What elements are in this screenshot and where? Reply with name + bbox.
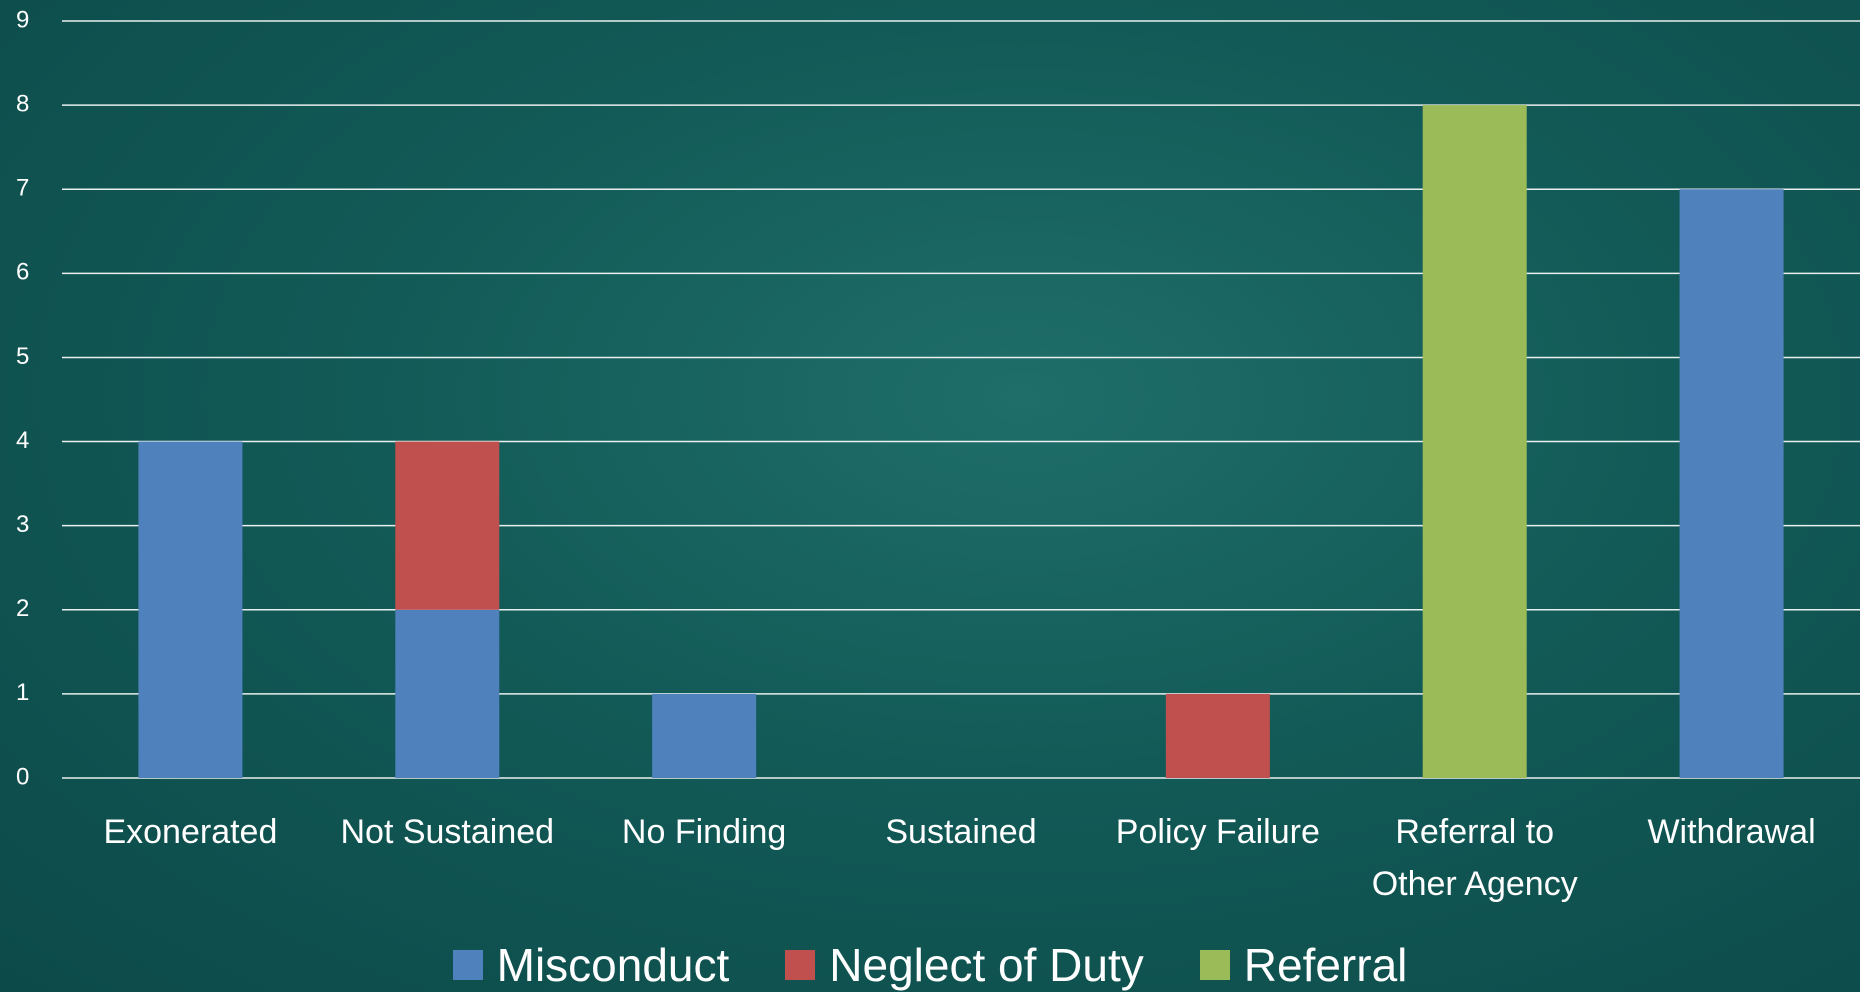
- y-tick-label: 8: [16, 90, 29, 117]
- x-tick-label: No Finding: [621, 813, 787, 851]
- legend-label: Misconduct: [496, 939, 730, 991]
- legend: Misconduct Neglect of Duty Referral: [0, 938, 1860, 992]
- legend-item: Referral: [1199, 938, 1408, 992]
- legend-label: Neglect of Duty: [829, 939, 1144, 991]
- legend-label: Referral: [1243, 939, 1408, 991]
- x-tick-label: Policy Failure: [1115, 813, 1320, 851]
- x-tick-label: Withdrawal: [1647, 813, 1816, 851]
- x-tick-label: Not Sustained: [340, 813, 555, 851]
- bar-segment: [395, 441, 500, 610]
- y-tick-label: 7: [16, 175, 29, 202]
- y-tick-label: 2: [16, 595, 29, 622]
- bar-segment: [1679, 189, 1784, 778]
- legend-item: Misconduct: [452, 938, 730, 992]
- x-tick-label: Exonerated: [103, 813, 278, 851]
- y-tick-label: 0: [16, 763, 29, 790]
- x-tick-label: Referral to Other Agency: [1371, 813, 1578, 903]
- y-tick-label: 4: [16, 427, 29, 454]
- y-tick-label: 6: [16, 259, 29, 286]
- bar-segment: [1422, 105, 1527, 779]
- y-tick-label: 3: [16, 511, 29, 538]
- legend-swatch: [785, 950, 816, 980]
- legend-swatch: [452, 950, 483, 980]
- legend-swatch: [1199, 950, 1230, 980]
- y-tick-label: 1: [16, 679, 29, 706]
- legend-item: Neglect of Duty: [785, 938, 1144, 992]
- y-tick-label: 5: [16, 343, 29, 370]
- x-tick-label: Sustained: [885, 813, 1037, 851]
- y-tick-label: 9: [16, 6, 29, 33]
- bar-segment: [652, 693, 757, 778]
- bar-segment: [138, 441, 243, 778]
- bar-segment: [395, 609, 500, 778]
- bar-segment: [1165, 693, 1270, 778]
